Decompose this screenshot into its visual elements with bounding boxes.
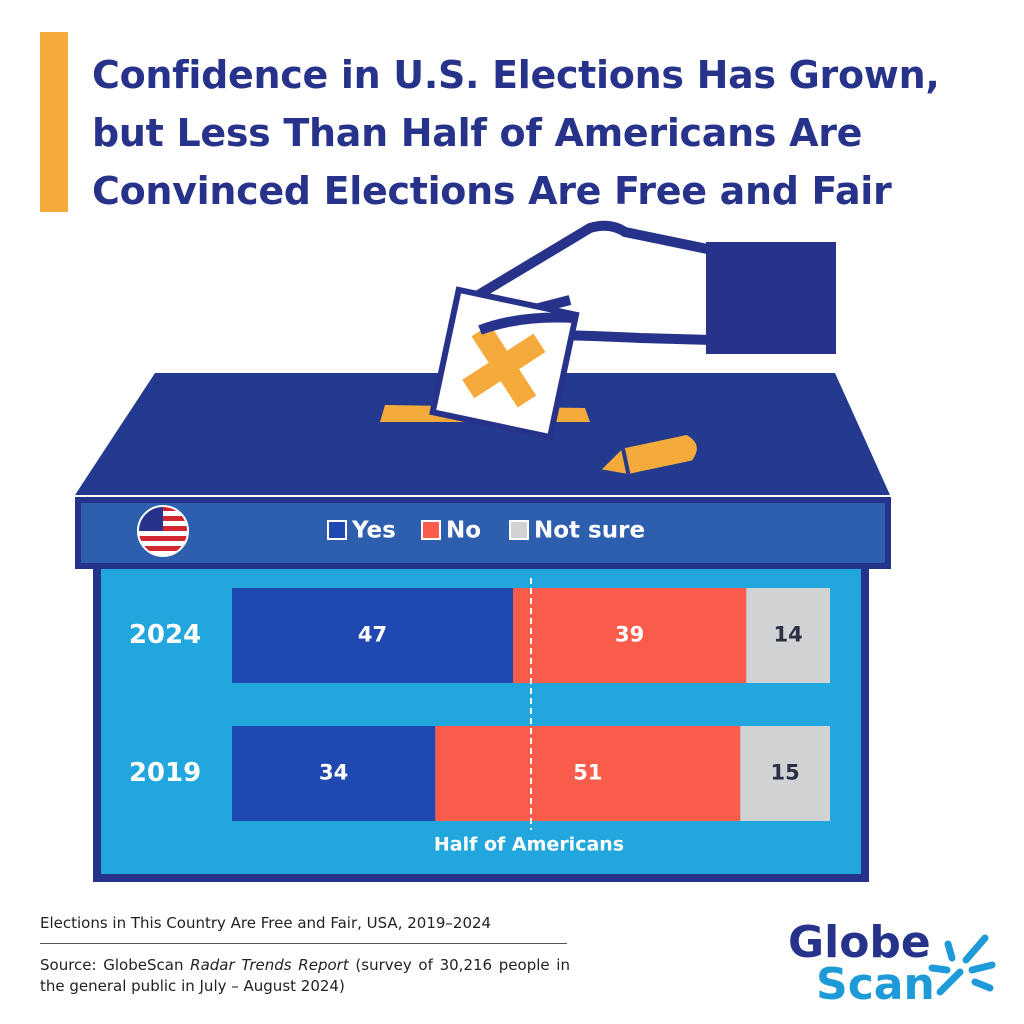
separator [40,943,567,944]
bar-segment [232,726,436,821]
bar-segment [746,588,830,683]
source-suffix: (survey of 30,216 people in the general … [40,956,570,995]
accent-bar [40,32,68,212]
y-tick-label: 2019 [129,758,201,788]
sleeve [706,242,836,354]
value-label: 47 [358,623,387,647]
bar-segment [740,726,830,821]
bar-segment [513,588,747,683]
source-note: Source: GlobeScan Radar Trends Report (s… [40,955,570,997]
bar-segment [435,726,741,821]
us-flag [137,505,189,557]
bar-segment [232,588,514,683]
ballot [429,286,580,441]
legend-swatch [509,520,529,540]
value-label: 51 [573,761,602,785]
chart-subtitle: Elections in This Country Are Free and F… [40,914,492,932]
value-label: 14 [774,623,803,647]
logo-word: Scan [816,959,935,1010]
legend-label: No [446,518,481,544]
source-report: Radar Trends Report [190,956,349,974]
reference-label: Half of Americans [434,834,624,856]
logo: Globe Scan [788,917,935,1010]
legend-band [75,497,891,569]
y-tick-label: 2024 [129,620,201,650]
source-prefix: Source: GlobeScan [40,956,184,974]
legend-label: Yes [351,518,396,544]
chart-title: Confidence in U.S. Elections Has Grown, … [92,53,940,213]
value-label: 39 [615,623,644,647]
value-label: 15 [771,761,800,785]
box-lid [75,373,890,495]
value-label: 34 [319,761,348,785]
thumb [478,312,576,335]
legend-swatch [421,520,441,540]
legend-swatch [327,520,347,540]
legend-label: Not sure [534,518,645,544]
logo-word: Globe [788,917,931,968]
pencil [601,435,697,475]
